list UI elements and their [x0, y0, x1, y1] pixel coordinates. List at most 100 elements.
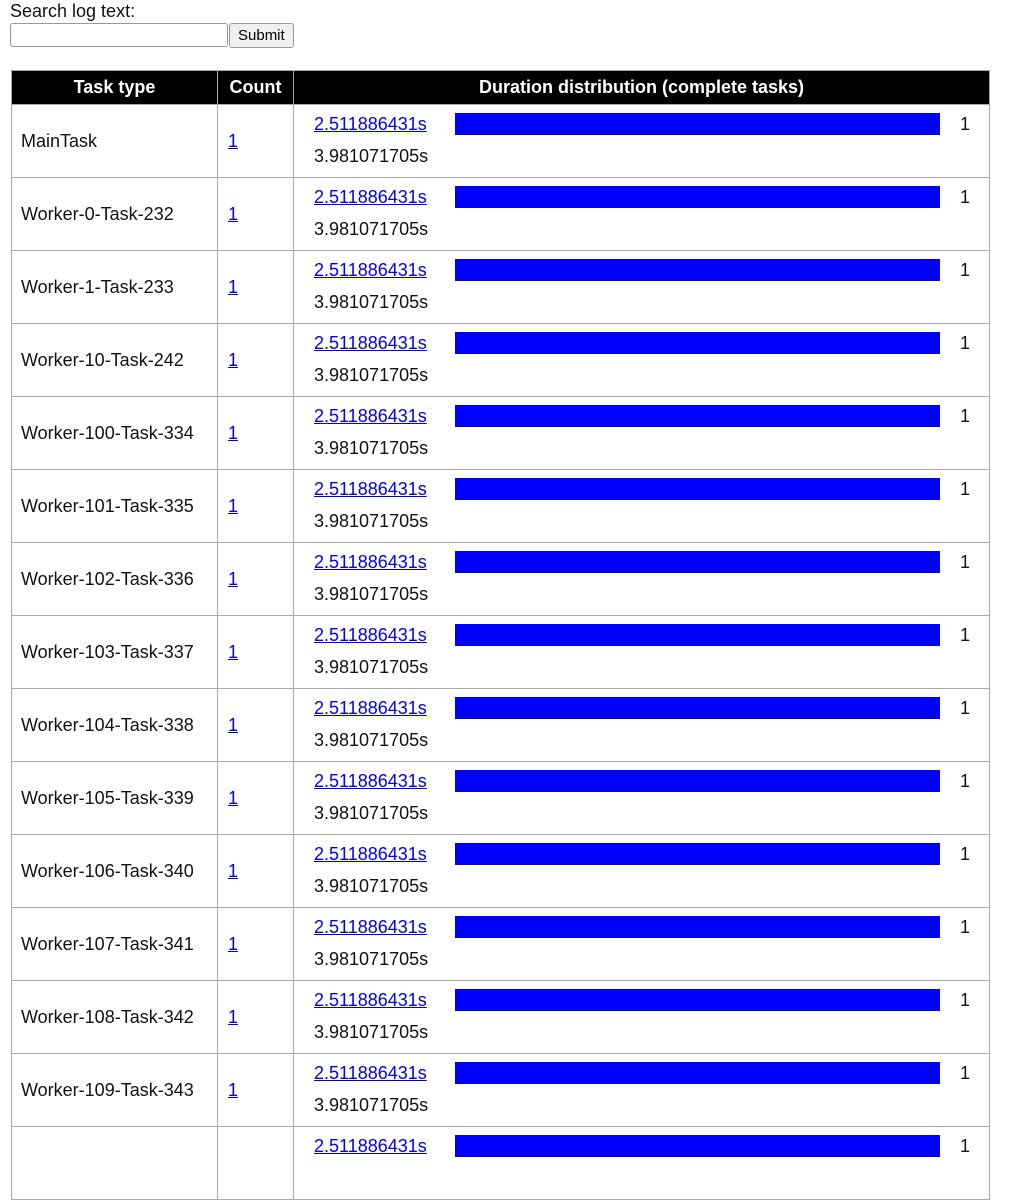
- bin-count: 1: [960, 1136, 971, 1156]
- task-type: Worker-10-Task-242: [21, 349, 184, 370]
- duration-bin-link[interactable]: 2.511886431s: [314, 479, 427, 499]
- duration-cell: 2.511886431s 1: [293, 1126, 990, 1200]
- duration-distribution: 2.511886431s 1 3.981071705s: [294, 251, 989, 323]
- count-link[interactable]: 1: [228, 933, 239, 954]
- duration-bin-link[interactable]: 2.511886431s: [314, 625, 427, 645]
- duration-upper-bound: 3.981071705s: [314, 438, 429, 458]
- duration-bin-link[interactable]: 2.511886431s: [314, 552, 427, 572]
- duration-bin-link[interactable]: 2.511886431s: [314, 771, 427, 791]
- task-table: Task type Count Duration distribution (c…: [11, 70, 990, 1200]
- table-row: Worker-107-Task-341 1 2.511886431s 1 3.98107…: [11, 907, 990, 981]
- count-cell: 1: [217, 250, 294, 324]
- duration-distribution: 2.511886431s 1 3.981071705s: [294, 105, 989, 177]
- table-row: Worker-1-Task-233 1 2.511886431s 1 3.9810717…: [11, 250, 990, 324]
- duration-cell: 2.511886431s 1 3.981071705s: [293, 761, 990, 835]
- table-header-row: Task type Count Duration distribution (c…: [11, 70, 990, 105]
- duration-upper-bound: 3.981071705s: [314, 219, 429, 239]
- duration-cell: 2.511886431s 1 3.981071705s: [293, 250, 990, 324]
- count-cell: 1: [217, 104, 294, 178]
- histogram-bar: [455, 1135, 940, 1157]
- bin-count: 1: [960, 187, 971, 207]
- count-link[interactable]: 1: [228, 860, 239, 881]
- task-type: MainTask: [21, 130, 98, 151]
- count-cell: 1: [217, 907, 294, 981]
- task-type-cell: Worker-101-Task-335: [11, 469, 218, 543]
- table-row: Worker-105-Task-339 1 2.511886431s 1 3.98107…: [11, 761, 990, 835]
- task-type-cell: Worker-103-Task-337: [11, 615, 218, 689]
- histogram-bar: [455, 551, 940, 573]
- search-input[interactable]: [10, 23, 228, 47]
- table-row: Worker-104-Task-338 1 2.511886431s 1 3.98107…: [11, 688, 990, 762]
- table-row: Worker-0-Task-232 1 2.511886431s 1 3.9810717…: [11, 177, 990, 251]
- header-task-type: Task type: [11, 70, 218, 105]
- duration-upper-bound: 3.981071705s: [314, 365, 429, 385]
- count-link[interactable]: 1: [228, 276, 239, 297]
- task-type: Worker-1-Task-233: [21, 276, 174, 297]
- duration-bin-link[interactable]: 2.511886431s: [314, 698, 427, 718]
- task-type-cell: Worker-107-Task-341: [11, 907, 218, 981]
- duration-cell: 2.511886431s 1 3.981071705s: [293, 104, 990, 178]
- count-link[interactable]: 1: [228, 1079, 239, 1100]
- count-link[interactable]: 1: [228, 787, 239, 808]
- duration-bin-link[interactable]: 2.511886431s: [314, 1063, 427, 1083]
- table-row: 2.511886431s 1: [11, 1126, 990, 1200]
- duration-bin-link[interactable]: 2.511886431s: [314, 114, 427, 134]
- duration-bin-link[interactable]: 2.511886431s: [314, 187, 427, 207]
- duration-upper-bound: 3.981071705s: [314, 292, 429, 312]
- duration-distribution: 2.511886431s 1 3.981071705s: [294, 397, 989, 469]
- bin-count: 1: [960, 844, 971, 864]
- duration-bin-link[interactable]: 2.511886431s: [314, 844, 427, 864]
- table-row: MainTask 1 2.511886431s 1 3.981071705s: [11, 104, 990, 178]
- duration-distribution: 2.511886431s 1 3.981071705s: [294, 908, 989, 980]
- count-link[interactable]: 1: [228, 203, 239, 224]
- duration-cell: 2.511886431s 1 3.981071705s: [293, 907, 990, 981]
- search-label: Search log text:: [10, 1, 136, 21]
- count-link[interactable]: 1: [228, 1006, 239, 1027]
- bin-count: 1: [960, 1063, 971, 1083]
- task-type-cell: Worker-1-Task-233: [11, 250, 218, 324]
- task-type: Worker-100-Task-334: [21, 422, 194, 443]
- count-link[interactable]: 1: [228, 568, 239, 589]
- duration-upper-bound: 3.981071705s: [314, 657, 429, 677]
- duration-upper-bound: 3.981071705s: [314, 949, 429, 969]
- count-link[interactable]: 1: [228, 641, 239, 662]
- table-row: Worker-10-Task-242 1 2.511886431s 1 3.981071…: [11, 323, 990, 397]
- duration-bin-link[interactable]: 2.511886431s: [314, 406, 427, 426]
- duration-cell: 2.511886431s 1 3.981071705s: [293, 542, 990, 616]
- duration-bin-link[interactable]: 2.511886431s: [314, 333, 427, 353]
- count-link[interactable]: 1: [228, 349, 239, 370]
- count-link[interactable]: 1: [228, 495, 239, 516]
- table-row: Worker-109-Task-343 1 2.511886431s 1 3.98107…: [11, 1053, 990, 1127]
- duration-distribution: 2.511886431s 1 3.981071705s: [294, 835, 989, 907]
- duration-bin-link[interactable]: 2.511886431s: [314, 917, 427, 937]
- count-link[interactable]: 1: [228, 130, 239, 151]
- duration-upper-bound: 3.981071705s: [314, 1095, 429, 1115]
- task-type: Worker-106-Task-340: [21, 860, 194, 881]
- duration-bin-link[interactable]: 2.511886431s: [314, 990, 427, 1010]
- count-link[interactable]: 1: [228, 422, 239, 443]
- task-type: Worker-105-Task-339: [21, 787, 194, 808]
- duration-cell: 2.511886431s 1 3.981071705s: [293, 1053, 990, 1127]
- count-cell: 1: [217, 323, 294, 397]
- table-row: Worker-102-Task-336 1 2.511886431s 1 3.98107…: [11, 542, 990, 616]
- task-type: Worker-102-Task-336: [21, 568, 194, 589]
- bin-count: 1: [960, 552, 971, 572]
- bin-count: 1: [960, 114, 971, 134]
- bin-count: 1: [960, 625, 971, 645]
- histogram-bar: [455, 989, 940, 1011]
- duration-distribution: 2.511886431s 1 3.981071705s: [294, 324, 989, 396]
- duration-distribution: 2.511886431s 1 3.981071705s: [294, 178, 989, 250]
- task-type-cell: MainTask: [11, 104, 218, 178]
- bin-count: 1: [960, 406, 971, 426]
- count-link[interactable]: 1: [228, 714, 239, 735]
- histogram-bar: [455, 186, 940, 208]
- duration-distribution: 2.511886431s 1 3.981071705s: [294, 762, 989, 834]
- histogram-bar: [455, 624, 940, 646]
- histogram-bar: [455, 697, 940, 719]
- task-type: Worker-107-Task-341: [21, 933, 194, 954]
- count-cell: 1: [217, 761, 294, 835]
- duration-bin-link[interactable]: 2.511886431s: [314, 1136, 427, 1156]
- duration-bin-link[interactable]: 2.511886431s: [314, 260, 427, 280]
- submit-button[interactable]: Submit: [229, 23, 294, 48]
- bin-count: 1: [960, 333, 971, 353]
